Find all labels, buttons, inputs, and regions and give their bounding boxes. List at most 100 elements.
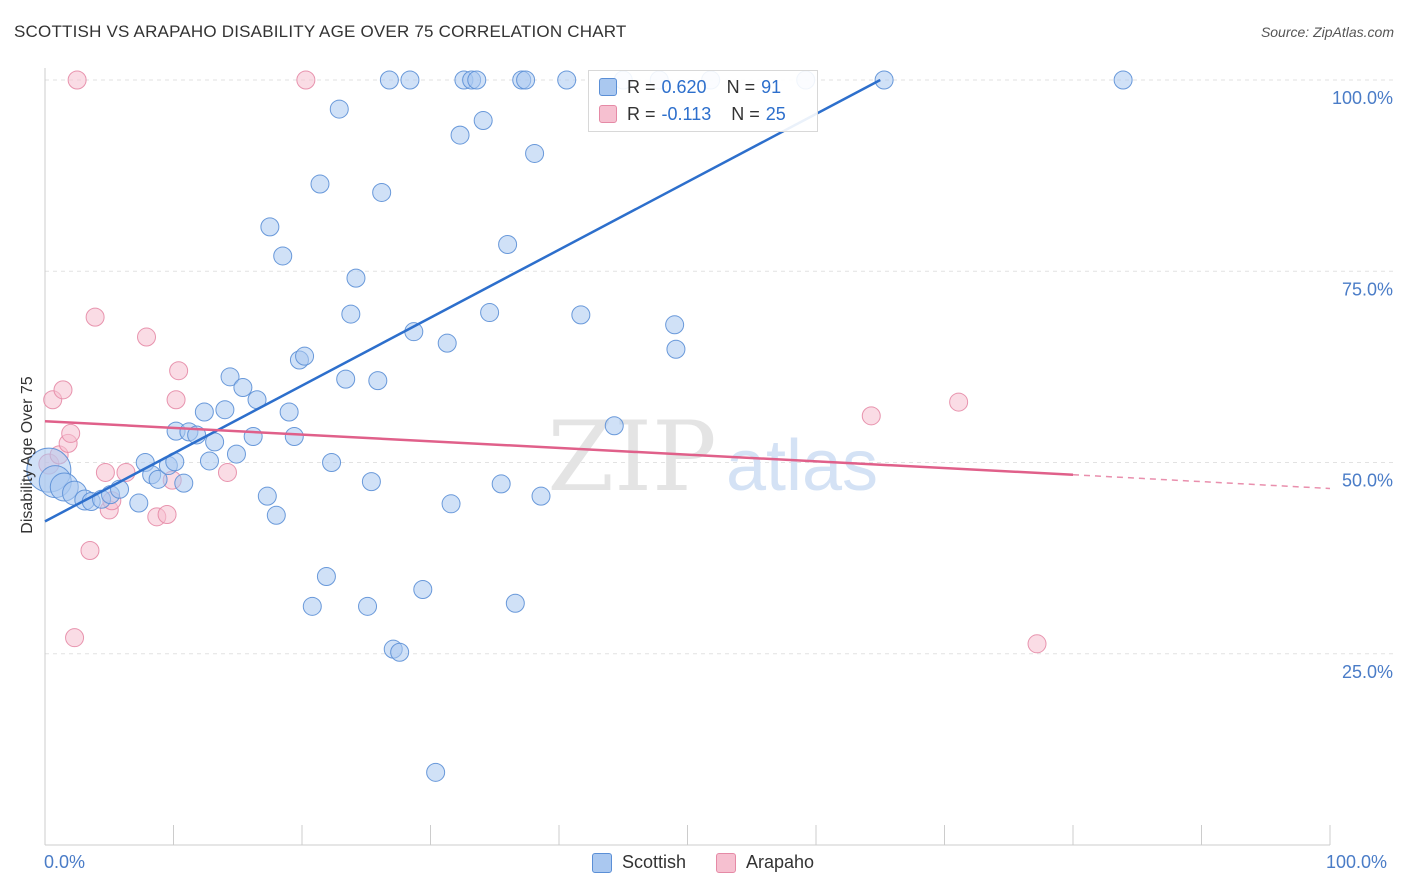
arapaho-point <box>95 462 115 482</box>
scottish-point <box>257 486 277 506</box>
legend-item-scottish[interactable]: Scottish <box>591 852 686 873</box>
arapaho-point <box>217 462 237 482</box>
arapaho-point <box>85 307 105 327</box>
scottish-point <box>329 99 349 119</box>
scottish-point <box>194 402 214 422</box>
scottish-point <box>426 762 446 782</box>
scottish-point <box>129 493 149 513</box>
watermark-atlas: atlas <box>726 426 878 506</box>
scottish-legend-swatch <box>591 852 612 873</box>
scottish-point <box>358 596 378 616</box>
legend-n-label: N = <box>726 76 756 97</box>
scottish-point <box>341 304 361 324</box>
arapaho-point <box>1027 634 1047 654</box>
trend-layer <box>44 78 1331 523</box>
arapaho-point <box>137 327 157 347</box>
arapaho-point <box>861 406 881 426</box>
scottish-point <box>273 246 293 266</box>
source-label: Source: ZipAtlas.com <box>1260 24 1394 40</box>
scottish-point <box>302 596 322 616</box>
scottish-point <box>379 70 399 90</box>
scottish-trend-line <box>44 78 881 523</box>
arapaho-r-value: -0.113 <box>661 103 712 124</box>
scottish-point <box>372 182 392 202</box>
arapaho-point <box>949 392 969 412</box>
scottish-point <box>215 400 235 420</box>
arapaho-point <box>169 361 189 381</box>
scottish-point <box>220 367 240 387</box>
scottish-point <box>874 70 894 90</box>
arapaho-legend-swatch <box>715 852 736 873</box>
arapaho-point <box>166 390 186 410</box>
scottish-point <box>571 305 591 325</box>
scottish-point <box>437 333 457 353</box>
scottish-point <box>233 378 253 398</box>
scottish-r-value: 0.620 <box>661 76 707 97</box>
legend-row-scottish: R = 0.620 N = 91 <box>589 73 781 101</box>
arapaho-point <box>67 70 87 90</box>
scottish-point <box>279 402 299 422</box>
legend-r-label: R = <box>627 76 656 97</box>
arapaho-point <box>80 540 100 560</box>
scottish-point <box>666 339 686 359</box>
arapaho-trend-extension <box>1072 473 1331 490</box>
scottish-point <box>473 111 493 131</box>
scottish-point <box>243 426 263 446</box>
scottish-point <box>284 426 304 446</box>
chart-title: SCOTTISH VS ARAPAHO DISABILITY AGE OVER … <box>14 22 627 41</box>
scottish-point <box>491 474 511 494</box>
scottish-point <box>557 70 577 90</box>
scottish-point <box>665 315 685 335</box>
y-tick-label: 25.0% <box>1342 662 1393 682</box>
scottish-point <box>604 416 624 436</box>
scottish-n-value: 91 <box>761 76 782 97</box>
scottish-point <box>260 217 280 237</box>
scottish-swatch <box>599 78 617 96</box>
scottish-point <box>199 451 219 471</box>
arapaho-point <box>61 423 81 443</box>
x-tick-label-max: 100.0% <box>1326 852 1388 872</box>
scottish-point <box>322 453 342 472</box>
y-tick-labels: 25.0% 50.0% 75.0% 100.0% <box>1332 88 1393 682</box>
scottish-point <box>480 303 500 323</box>
scottish-point <box>441 494 461 514</box>
y-tick-label: 75.0% <box>1342 279 1393 299</box>
scottish-point <box>525 143 545 163</box>
scottish-point <box>316 566 336 586</box>
legend-row-arapaho: R = -0.113 N = 25 <box>589 100 786 128</box>
scottish-point <box>531 486 551 506</box>
scottish-point <box>505 593 525 613</box>
y-axis-label: Disability Age Over 75 <box>19 376 36 534</box>
series-legend: Scottish Arapaho <box>0 852 1406 873</box>
scottish-point <box>400 70 420 90</box>
arapaho-point <box>296 70 316 90</box>
arapaho-legend-label: Arapaho <box>745 852 815 872</box>
arapaho-point <box>53 380 73 400</box>
points-layer <box>26 70 1133 782</box>
scottish-point <box>295 346 315 366</box>
scottish-point <box>413 579 433 599</box>
scottish-point <box>450 125 470 145</box>
arapaho-n-value: 25 <box>765 103 786 124</box>
scottish-point <box>226 444 246 464</box>
arapaho-trend-line <box>44 419 1074 476</box>
arapaho-swatch <box>599 105 617 123</box>
x-tick-label-min: 0.0% <box>44 852 86 872</box>
correlation-legend: R = 0.620 N = 91 R = -0.113 N = 25 <box>588 70 818 132</box>
scottish-legend-label: Scottish <box>621 852 686 872</box>
scottish-point <box>148 469 168 489</box>
scottish-point <box>361 472 381 492</box>
scottish-point <box>1113 70 1133 90</box>
y-tick-label: 100.0% <box>1332 88 1393 108</box>
scottish-point <box>310 174 330 194</box>
scottish-point <box>336 369 356 389</box>
scottish-point <box>516 70 536 90</box>
watermark: ZIP atlas <box>547 401 878 513</box>
scottish-point <box>174 473 194 493</box>
legend-n-label: N = <box>731 103 760 124</box>
scottish-point <box>368 371 388 391</box>
legend-item-arapaho[interactable]: Arapaho <box>715 852 815 873</box>
watermark-zip: ZIP <box>547 401 716 513</box>
arapaho-point <box>157 505 177 525</box>
